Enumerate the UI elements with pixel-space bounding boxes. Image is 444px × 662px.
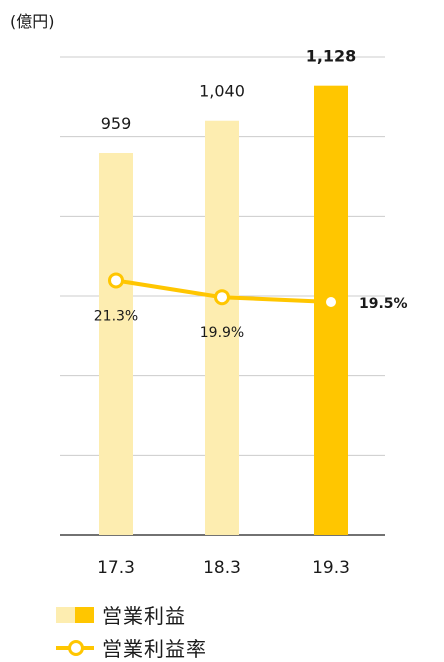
legend-bar-label: 営業利益 — [102, 604, 186, 628]
bar-18.3 — [205, 120, 239, 535]
rate-value-label: 19.9% — [200, 325, 244, 341]
bar-value-label: 959 — [101, 114, 132, 133]
legend-item-line: 営業利益率 — [56, 633, 207, 662]
x-tick-label: 18.3 — [203, 558, 241, 578]
rate-point-19.3 — [323, 293, 339, 310]
chart: 959 1,040 1,128 21.3% 19.9% 19.5% 17.3 18.3 19.3 — [60, 47, 408, 578]
legend-item-bar: 営業利益 — [56, 600, 186, 629]
legend-line-label: 営業利益率 — [102, 637, 207, 661]
rate-value-label: 21.3% — [94, 308, 138, 324]
unit-label: (億円) — [10, 12, 55, 31]
bar-value-label: 1,040 — [199, 82, 245, 101]
bar-17.3 — [99, 152, 133, 535]
rate-value-label: 19.5% — [359, 296, 408, 312]
legend-bar-swatch — [56, 606, 94, 623]
rate-point-17.3 — [108, 272, 124, 289]
x-tick-label: 17.3 — [97, 558, 135, 578]
bar-value-label: 1,128 — [306, 47, 357, 66]
legend-line-swatch — [56, 639, 94, 657]
rate-point-18.3 — [214, 289, 230, 306]
x-tick-label: 19.3 — [312, 558, 350, 578]
bar-19.3 — [314, 85, 348, 536]
